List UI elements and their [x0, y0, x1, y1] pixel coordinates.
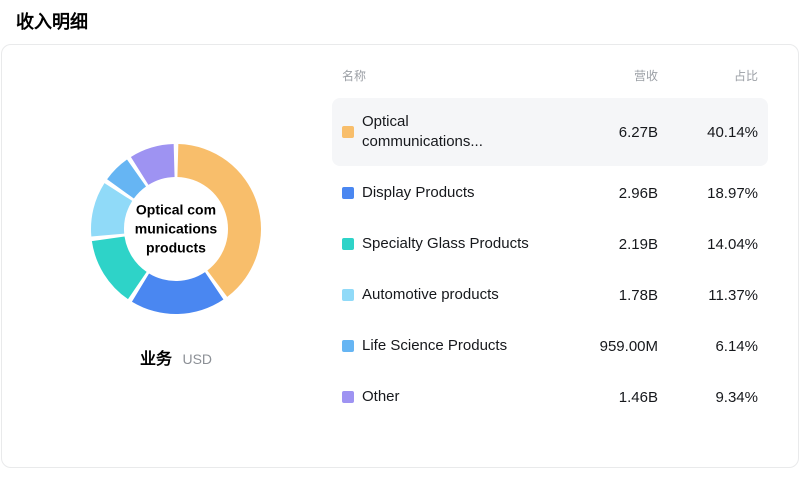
- revenue-donut-chart[interactable]: [90, 143, 262, 315]
- column-header-revenue: 营收: [633, 69, 658, 83]
- table-header-row: 名称 营收 占比: [332, 67, 768, 84]
- row-share: 11.37%: [708, 286, 758, 304]
- legend-swatch-icon: [342, 187, 354, 199]
- donut-segment-1[interactable]: [131, 272, 224, 314]
- donut-segment-5[interactable]: [130, 144, 175, 185]
- revenue-detail-card: Optical communications products 业务 USD 名…: [1, 44, 799, 468]
- row-revenue: 2.19B: [618, 235, 658, 253]
- chart-dimension-label: 业务: [139, 351, 172, 368]
- donut-segment-3[interactable]: [90, 183, 133, 237]
- row-share: 18.97%: [707, 184, 758, 202]
- table-row[interactable]: Automotive products 1.78B 11.37%: [332, 271, 768, 319]
- row-share: 40.14%: [707, 123, 758, 141]
- row-revenue: 959.00M: [599, 337, 658, 355]
- table-body: Optical communications... 6.27B 40.14% Disp…: [332, 98, 768, 421]
- donut-segment-0[interactable]: [177, 144, 262, 297]
- donut-segment-4[interactable]: [107, 159, 147, 199]
- row-share: 14.04%: [707, 235, 758, 253]
- table-row[interactable]: Life Science Products 959.00M 6.14%: [332, 322, 768, 370]
- chart-footer: 业务 USD: [140, 345, 212, 369]
- row-revenue: 1.46B: [618, 388, 658, 406]
- column-header-share: 占比: [733, 69, 758, 83]
- row-revenue: 2.96B: [618, 184, 658, 202]
- row-name: Specialty Glass Products: [362, 235, 529, 252]
- row-share: 9.34%: [715, 388, 758, 406]
- row-revenue: 1.78B: [618, 286, 658, 304]
- page-title: 收入明细: [16, 12, 88, 32]
- chart-currency-unit: USD: [182, 351, 213, 367]
- row-name: Life Science Products: [362, 337, 508, 354]
- donut-chart-wrap: Optical communications products: [90, 143, 262, 315]
- row-name: Automotive products: [362, 286, 499, 303]
- legend-swatch-icon: [342, 391, 354, 403]
- row-name: Other: [362, 388, 400, 405]
- table-row[interactable]: Display Products 2.96B 18.97%: [332, 169, 768, 217]
- legend-swatch-icon: [342, 340, 354, 352]
- table-row[interactable]: Other 1.46B 9.34%: [332, 373, 768, 421]
- legend-swatch-icon: [342, 238, 354, 250]
- donut-segment-2[interactable]: [91, 236, 147, 300]
- legend-swatch-icon: [342, 289, 354, 301]
- row-revenue: 6.27B: [618, 123, 658, 141]
- revenue-table: 名称 营收 占比 Optical communications... 6.27B 4…: [332, 45, 798, 467]
- table-row[interactable]: Specialty Glass Products 2.19B 14.04%: [332, 220, 768, 268]
- legend-swatch-icon: [342, 126, 354, 138]
- table-row[interactable]: Optical communications... 6.27B 40.14%: [332, 98, 768, 166]
- row-name: Optical communications...: [362, 113, 483, 150]
- column-header-name: 名称: [342, 69, 367, 83]
- donut-center-label: Optical communications products: [134, 201, 218, 256]
- row-share: 6.14%: [715, 337, 758, 355]
- row-name: Display Products: [362, 184, 475, 201]
- chart-panel: Optical communications products 业务 USD: [2, 45, 332, 467]
